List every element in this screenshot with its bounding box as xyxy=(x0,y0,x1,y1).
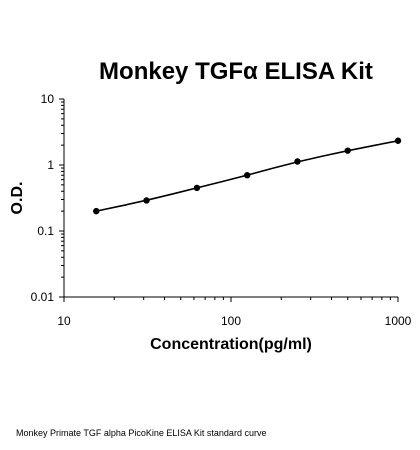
data-point xyxy=(344,147,351,154)
data-point xyxy=(294,158,301,165)
y-ticks: 10 1 0.1 0.01 xyxy=(31,92,64,304)
y-tick-label: 0.01 xyxy=(31,290,55,304)
y-axis-label: O.D. xyxy=(9,182,26,215)
data-point xyxy=(243,172,251,179)
x-tick-label: 100 xyxy=(221,314,241,328)
y-tick-label: 10 xyxy=(41,92,55,106)
data-point xyxy=(143,197,150,204)
data-point xyxy=(193,184,201,192)
y-tick-label: 0.1 xyxy=(37,224,54,238)
x-tick-label: 10 xyxy=(57,314,71,328)
data-point xyxy=(394,137,402,144)
y-tick-label: 1 xyxy=(47,158,54,172)
x-axis-label: Concentration(pg/ml) xyxy=(150,336,312,353)
x-tick-label: 1000 xyxy=(385,314,412,328)
data-point xyxy=(93,207,100,215)
chart-title: Monkey TGFα ELISA Kit xyxy=(99,58,373,85)
plot-axes xyxy=(63,99,398,298)
figure-caption: Monkey Primate TGF alpha PicoKine ELISA … xyxy=(16,428,267,438)
data-points xyxy=(93,137,402,215)
x-ticks: 10 100 1000 xyxy=(57,297,412,328)
